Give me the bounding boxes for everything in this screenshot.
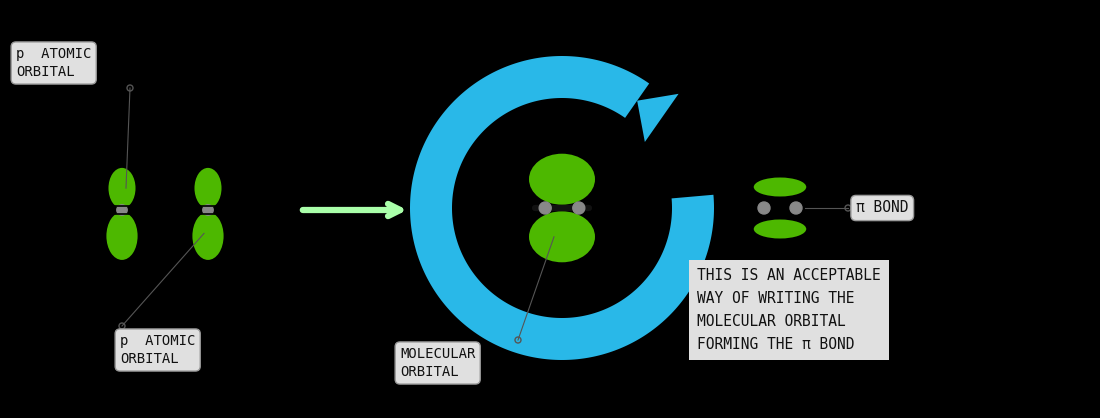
Ellipse shape: [107, 212, 138, 260]
Text: p  ATOMIC
ORBITAL: p ATOMIC ORBITAL: [16, 47, 91, 79]
Circle shape: [790, 202, 802, 214]
Polygon shape: [637, 94, 679, 142]
Ellipse shape: [754, 219, 806, 239]
Ellipse shape: [109, 168, 135, 209]
Circle shape: [573, 202, 585, 214]
Ellipse shape: [529, 212, 595, 263]
Text: MOLECULAR
ORBITAL: MOLECULAR ORBITAL: [400, 347, 475, 379]
Text: p  ATOMIC
ORBITAL: p ATOMIC ORBITAL: [120, 334, 196, 366]
Text: THIS IS AN ACCEPTABLE
WAY OF WRITING THE
MOLECULAR ORBITAL
FORMING THE π BOND: THIS IS AN ACCEPTABLE WAY OF WRITING THE…: [697, 268, 881, 352]
Circle shape: [539, 202, 551, 214]
Ellipse shape: [192, 212, 223, 260]
Ellipse shape: [195, 168, 221, 209]
Circle shape: [117, 205, 128, 215]
Polygon shape: [410, 56, 714, 360]
Ellipse shape: [754, 178, 806, 196]
Text: π BOND: π BOND: [856, 201, 909, 216]
Circle shape: [202, 205, 213, 215]
Ellipse shape: [529, 154, 595, 205]
Circle shape: [758, 202, 770, 214]
